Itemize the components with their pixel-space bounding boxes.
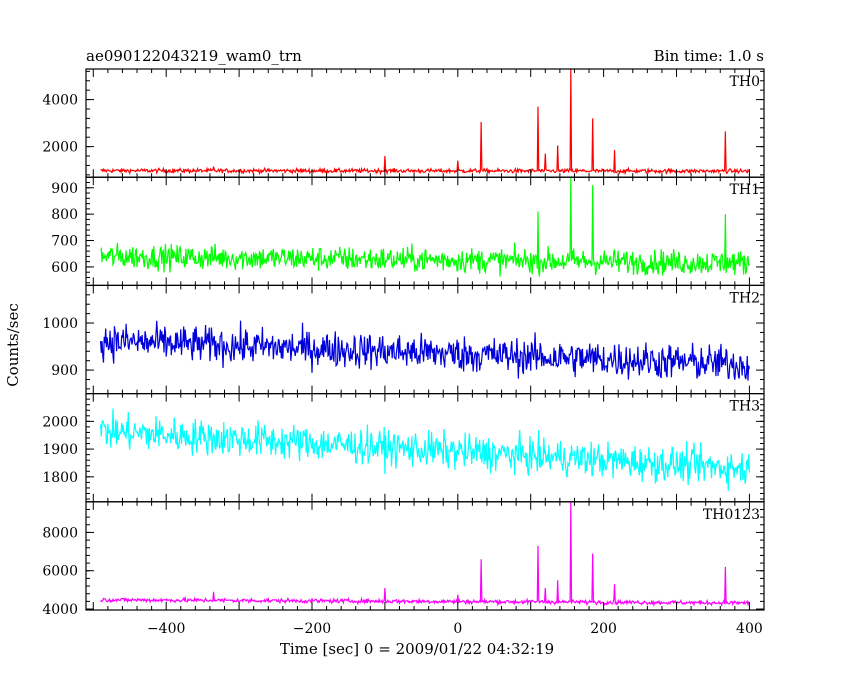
- x-tick-label: 0: [453, 621, 462, 637]
- panel-label-th1: TH1: [730, 182, 760, 198]
- y-tick-label: 8000: [42, 525, 78, 541]
- y-tick-label: 600: [51, 260, 78, 276]
- series-line-th0123: [100, 501, 750, 608]
- panel-label-th3: TH3: [730, 399, 760, 415]
- panel-label-th0123: TH0123: [703, 507, 760, 523]
- panel-frame-th0: [85, 68, 765, 178]
- x-tick-label: −200: [293, 621, 331, 637]
- y-tick-label: 1900: [42, 442, 78, 458]
- y-tick-label: 900: [51, 363, 78, 379]
- panel-label-th2: TH2: [730, 290, 760, 306]
- series-line-th2: [99, 320, 751, 381]
- panel-frame-th0123: [85, 501, 765, 611]
- x-tick-label: 400: [736, 621, 763, 637]
- x-axis-title: Time [sec] 0 = 2009/01/22 04:32:19: [280, 640, 554, 658]
- y-tick-label: 6000: [42, 564, 78, 580]
- panel-label-th0: TH0: [730, 74, 760, 90]
- y-tick-label: 4000: [42, 93, 78, 109]
- y-tick-label: 2000: [42, 414, 78, 430]
- y-tick-label: 1800: [42, 470, 78, 486]
- series-line-th0: [100, 69, 750, 176]
- y-tick-label: 2000: [42, 140, 78, 156]
- x-tick-label: −400: [147, 621, 185, 637]
- bin-time-label: Bin time: 1.0 s: [654, 47, 764, 65]
- y-tick-label: 1000: [42, 316, 78, 332]
- y-tick-label: 700: [51, 234, 78, 250]
- y-tick-label: 900: [51, 181, 78, 197]
- series-line-th1: [100, 177, 750, 277]
- y-axis-title: Counts/sec: [4, 303, 22, 387]
- y-tick-label: 4000: [42, 602, 78, 618]
- series-line-th3: [99, 408, 751, 491]
- chart-title: ae090122043219_wam0_trn: [86, 47, 302, 65]
- x-tick-label: 200: [590, 621, 617, 637]
- y-tick-label: 800: [51, 207, 78, 223]
